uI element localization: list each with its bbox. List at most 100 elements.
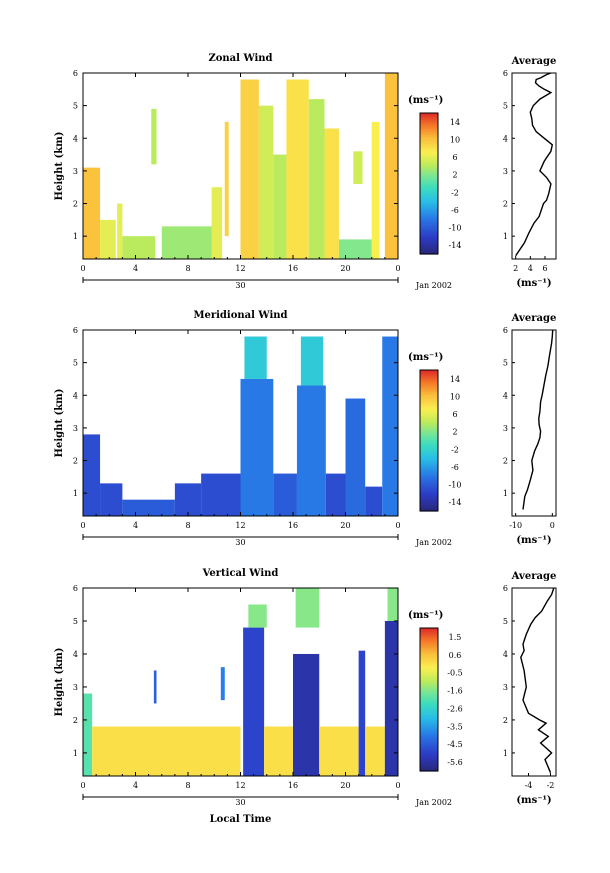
colorbar-cell: [420, 462, 438, 466]
colorbar-tick-label: -10: [449, 481, 462, 490]
colorbar-cell: [420, 218, 438, 222]
colorbar-unit: (ms⁻¹): [408, 610, 443, 621]
colorbar-tick-label: -6: [451, 206, 459, 215]
colorbar-cell: [420, 113, 438, 116]
heatmap-cell: [83, 434, 101, 516]
heatmap-cell: [264, 726, 293, 776]
colorbar-cell: [420, 236, 438, 240]
colorbar-cell: [420, 677, 438, 680]
heatmap-cell: [345, 398, 366, 516]
colorbar-cell: [420, 674, 438, 678]
colorbar-tick-label: -1.6: [447, 687, 462, 696]
colorbar-cell: [420, 634, 438, 638]
heatmap-cell: [273, 473, 297, 516]
colorbar-cell: [420, 161, 438, 165]
colorbar-cell: [420, 699, 438, 703]
colorbar-frame: [419, 369, 439, 512]
colorbar-cell: [420, 251, 438, 255]
avg-y-tick-label: 1: [503, 749, 508, 758]
colorbar-cell: [420, 148, 438, 152]
heatmap-cell: [296, 385, 326, 516]
colorbar-tick-label: 6: [452, 410, 457, 419]
colorbar-cell: [420, 721, 438, 725]
avg-x-axis-label: (ms⁻¹): [516, 278, 551, 289]
colorbar-cell: [420, 504, 438, 508]
heatmap-cell: [319, 726, 359, 776]
heatmap-cell: [92, 726, 241, 776]
heatmap-cell: [258, 105, 274, 259]
heatmap-cell: [384, 73, 398, 259]
heatmap-cell: [240, 378, 274, 516]
avg-y-tick-label: 6: [503, 69, 508, 78]
colorbar-cell: [420, 190, 438, 193]
y-axis-label: Height (km): [54, 132, 65, 201]
colorbar-cell: [420, 176, 438, 180]
colorbar-cell: [420, 154, 438, 158]
colorbar-cell: [420, 681, 438, 685]
colorbar-tick-label: -0.5: [447, 669, 462, 678]
x-tick-label: 16: [288, 781, 298, 790]
avg-y-tick-label: 2: [503, 200, 508, 209]
colorbar-cell: [420, 486, 438, 490]
average-title: Average: [511, 571, 557, 582]
colorbar-cell: [420, 121, 438, 125]
x-tick-label: 20: [340, 264, 350, 273]
colorbar-cell: [420, 464, 438, 468]
colorbar-cell: [420, 471, 438, 475]
colorbar-cell: [420, 159, 438, 163]
colorbar-cell: [420, 427, 438, 431]
colorbar-cell: [420, 764, 438, 768]
colorbar-cell: [420, 508, 438, 512]
colorbar-cell: [420, 389, 438, 393]
avg-x-tick-label: 6: [542, 264, 547, 273]
colorbar-cell: [420, 212, 438, 215]
heatmap-cell: [371, 121, 380, 260]
colorbar-tick-label: 10: [450, 135, 460, 144]
colorbar-cell: [420, 477, 438, 481]
colorbar-cell: [420, 697, 438, 701]
x-tick-label: 12: [235, 264, 245, 273]
colorbar-cell: [420, 381, 438, 384]
heatmap-cell: [324, 128, 339, 259]
colorbar-cell: [420, 249, 438, 253]
x-tick-label: 16: [288, 521, 298, 530]
heatmap-cell: [174, 483, 202, 516]
x-tick-label: 12: [235, 781, 245, 790]
colorbar-cell: [420, 396, 438, 400]
colorbar-tick-label: -2: [451, 445, 459, 454]
colorbar-cell: [420, 636, 438, 640]
colorbar-cell: [420, 506, 438, 510]
colorbar-cell: [420, 192, 438, 196]
colorbar-cell: [420, 757, 438, 761]
heatmap-cell: [365, 726, 385, 776]
heatmap-cell: [384, 620, 398, 776]
average-profile-line: [520, 587, 555, 773]
colorbar-cell: [420, 657, 438, 660]
y-tick-label: 6: [73, 326, 78, 335]
colorbar-tick-label: 1.5: [449, 633, 462, 642]
colorbar-cell: [420, 414, 438, 417]
colorbar-cell: [420, 690, 438, 694]
heatmap-cell: [122, 236, 156, 259]
heatmap-cell: [211, 187, 223, 259]
colorbar-cell: [420, 174, 438, 178]
colorbar-cell: [420, 440, 438, 444]
colorbar-cell: [420, 688, 438, 692]
heatmap-cell: [387, 588, 398, 621]
heatmap-cell: [243, 627, 265, 776]
colorbar-cell: [420, 762, 438, 765]
colorbar-cell: [420, 469, 438, 472]
colorbar-unit: (ms⁻¹): [408, 352, 443, 363]
y-tick-label: 6: [73, 69, 78, 78]
colorbar-cell: [420, 407, 438, 411]
avg-x-tick-label: 0: [550, 521, 555, 530]
colorbar-cell: [420, 628, 438, 631]
colorbar-cell: [420, 728, 438, 732]
colorbar-cell: [420, 187, 438, 191]
colorbar-cell: [420, 746, 438, 750]
colorbar-cell: [420, 650, 438, 654]
colorbar-cell: [420, 643, 438, 647]
colorbar-cell: [420, 201, 438, 204]
colorbar-tick-label: -2.6: [447, 704, 462, 713]
colorbar-cell: [420, 692, 438, 696]
